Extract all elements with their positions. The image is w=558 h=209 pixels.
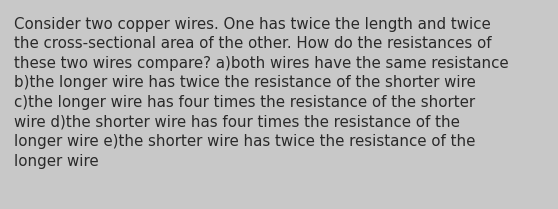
Text: Consider two copper wires. One has twice the length and twice
the cross-sectiona: Consider two copper wires. One has twice… (14, 17, 509, 169)
